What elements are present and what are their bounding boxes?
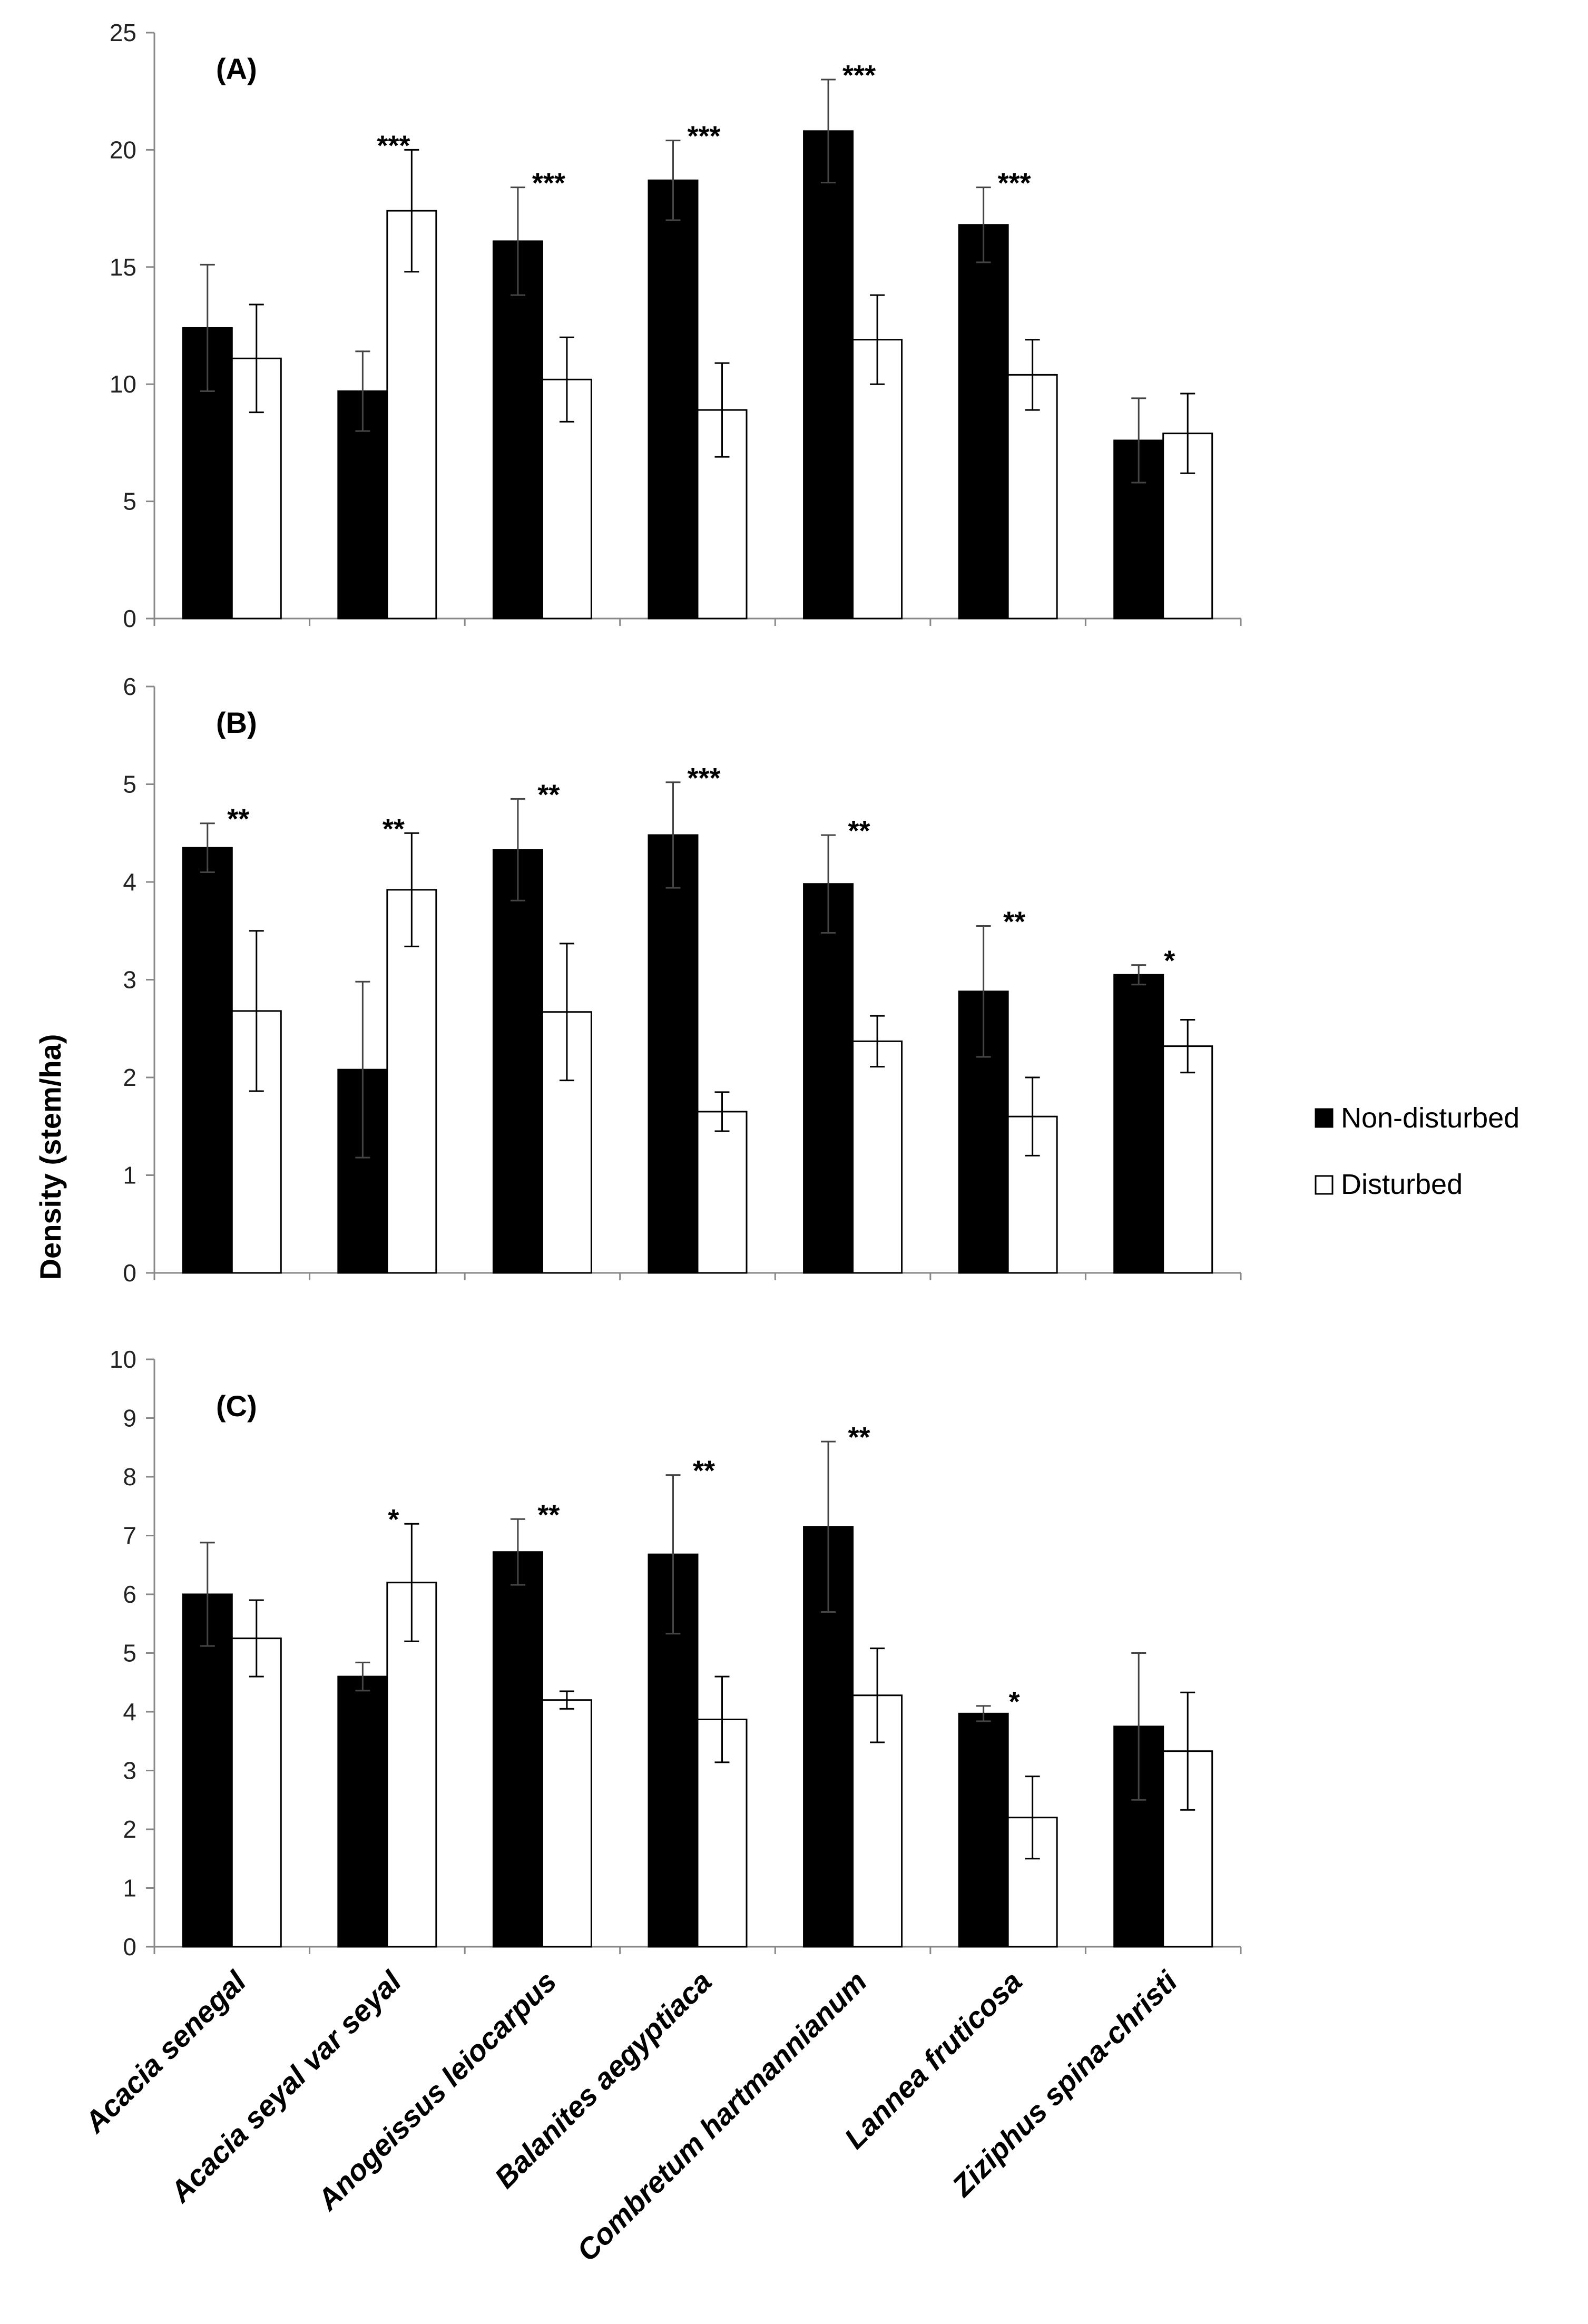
legend-swatch-non-disturbed	[1315, 1108, 1334, 1128]
y-tick-label: 9	[123, 1405, 136, 1432]
bar-disturbed	[852, 339, 903, 620]
significance-label: *	[1009, 1686, 1020, 1718]
y-axis-label: Density (stem/ha)	[34, 1034, 67, 1280]
significance-label: *	[388, 1504, 399, 1535]
bar-non-disturbed	[803, 883, 854, 1274]
bar-non-disturbed	[337, 1675, 388, 1948]
y-tick-label: 5	[123, 771, 136, 798]
legend-label-disturbed: Disturbed	[1341, 1169, 1463, 1200]
y-tick-label: 0	[123, 1259, 136, 1287]
bar-disturbed	[1162, 1045, 1213, 1274]
chart-panels: 0510152025(A)***************0123456(B)**…	[110, 19, 1242, 1960]
panel-label: (A)	[216, 52, 257, 85]
y-tick-label: 4	[123, 1698, 136, 1725]
panel-a: 0 5 10 15 20 25 (A) *** *** *** *** ***	[110, 19, 1242, 632]
y-tick-label: 10	[110, 1346, 136, 1373]
significance-label: **	[537, 1499, 560, 1531]
y-tick-label: 2	[123, 1064, 136, 1091]
significance-label: **	[848, 815, 870, 847]
category-label: Acacia senegal	[77, 1964, 253, 2140]
significance-label: **	[383, 813, 405, 845]
y-tick-label: 6	[123, 673, 136, 700]
significance-label: **	[848, 1421, 870, 1453]
panel-label: (B)	[216, 706, 257, 739]
significance-label: ***	[532, 168, 565, 199]
bar-disturbed	[386, 210, 437, 620]
y-tick-label: 0	[123, 1933, 136, 1960]
bar-non-disturbed	[182, 327, 233, 620]
bar-disturbed	[386, 1582, 437, 1948]
bar-disturbed	[1007, 374, 1058, 620]
significance-label: ***	[377, 130, 410, 161]
significance-label: **	[693, 1455, 715, 1487]
legend: Non-disturbed Disturbed	[1315, 1102, 1520, 1200]
y-tick-label: 0	[123, 605, 136, 632]
y-tick-label: 1	[123, 1875, 136, 1902]
bar-non-disturbed	[1113, 974, 1164, 1274]
bar-disturbed	[541, 1699, 592, 1948]
bar-non-disturbed	[803, 130, 854, 620]
bar-non-disturbed	[492, 849, 543, 1274]
bar-non-disturbed	[182, 847, 233, 1274]
significance-label: **	[1003, 906, 1025, 937]
y-tick-label: 2	[123, 1816, 136, 1843]
y-tick-label: 4	[123, 868, 136, 896]
bar-disturbed	[386, 889, 437, 1274]
y-tick-label: 5	[123, 1640, 136, 1667]
bar-non-disturbed	[182, 1593, 233, 1948]
category-label: Combretum hartmannianum	[570, 1965, 873, 2268]
y-tick-label: 25	[110, 19, 136, 46]
bar-disturbed	[231, 1637, 282, 1948]
legend-label-non-disturbed: Non-disturbed	[1341, 1102, 1520, 1134]
significance-label: ***	[998, 168, 1031, 199]
y-tick-label: 6	[123, 1581, 136, 1608]
y-tick-label: 7	[123, 1522, 136, 1550]
y-tick-label: 3	[123, 966, 136, 994]
bar-non-disturbed	[492, 240, 543, 620]
y-tick-label: 15	[110, 253, 136, 281]
significance-label: **	[227, 803, 249, 835]
bar-non-disturbed	[958, 224, 1009, 620]
bar-non-disturbed	[492, 1551, 543, 1948]
y-tick-label: 5	[123, 488, 136, 515]
significance-label: *	[1164, 945, 1175, 977]
legend-swatch-disturbed	[1315, 1175, 1334, 1195]
bar-disturbed	[697, 1111, 748, 1274]
significance-label: ***	[842, 60, 876, 91]
y-tick-label: 3	[123, 1757, 136, 1784]
bar-disturbed	[852, 1040, 903, 1274]
significance-label: ***	[687, 762, 720, 794]
y-tick-label: 20	[110, 136, 136, 163]
bar-non-disturbed	[958, 1712, 1009, 1948]
significance-label: ***	[687, 121, 720, 152]
significance-label: **	[537, 779, 560, 810]
bar-non-disturbed	[648, 834, 699, 1274]
y-tick-label: 1	[123, 1162, 136, 1189]
y-tick-label: 10	[110, 370, 136, 398]
bar-non-disturbed	[648, 179, 699, 620]
y-tick-label: 8	[123, 1463, 136, 1491]
panel-label: (C)	[216, 1389, 257, 1423]
